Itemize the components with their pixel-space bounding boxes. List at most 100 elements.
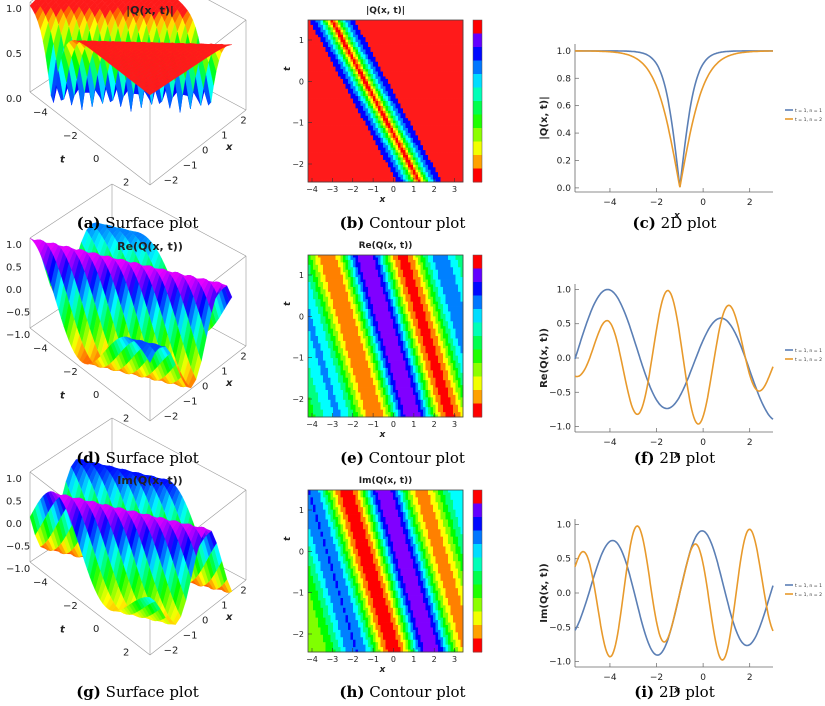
contour-cell — [330, 140, 334, 144]
contour-cell — [333, 137, 336, 141]
contour-cell — [380, 147, 384, 151]
contour-cell — [323, 118, 326, 122]
contour-cell — [310, 96, 314, 99]
contour-cell — [338, 83, 341, 87]
contour-cell — [315, 118, 319, 122]
contour-cell — [378, 49, 381, 53]
contour-cell — [350, 120, 354, 124]
contour-cell — [365, 56, 369, 60]
contour-cell — [353, 177, 356, 180]
contour-cell — [328, 150, 331, 153]
contour-cell — [338, 34, 341, 38]
contour-cell — [378, 66, 381, 70]
contour-cell — [343, 164, 346, 168]
contour-cell — [373, 69, 376, 72]
contour-cell — [365, 29, 369, 33]
contour-cell — [370, 29, 374, 33]
contour-cell — [310, 103, 314, 107]
contour-cell — [368, 86, 371, 90]
contour-cell — [348, 74, 351, 77]
contour-cell — [368, 105, 371, 109]
contour-cell — [318, 174, 321, 178]
contour-cell — [353, 69, 356, 72]
contour-cell — [355, 54, 359, 58]
contour-cell — [370, 132, 374, 136]
contour-cell — [350, 22, 354, 26]
contour-cell — [395, 76, 399, 80]
contour-cell — [378, 74, 381, 77]
contour-cell — [378, 152, 381, 156]
contour-cell — [308, 123, 311, 126]
contour-cell — [320, 110, 324, 114]
contour-cell — [378, 145, 381, 149]
x-axis-label: x — [225, 378, 233, 389]
contour-cell — [313, 177, 316, 180]
contour-cell — [398, 42, 401, 45]
contour-cell — [385, 110, 389, 114]
contour-cell — [388, 167, 391, 171]
contour-cell — [343, 78, 346, 82]
contour-cell — [323, 93, 326, 97]
contour-cell — [335, 96, 339, 99]
contour-cell — [338, 108, 341, 112]
contour-cell — [403, 49, 406, 53]
contour-cell — [315, 150, 319, 153]
contour-cell — [375, 169, 379, 173]
contour-cell — [308, 177, 311, 180]
contour-cell — [333, 69, 336, 72]
contour-cell — [363, 147, 366, 151]
contour-cell — [388, 71, 391, 75]
contour-cell — [328, 155, 331, 158]
contour-cell — [335, 125, 339, 129]
contour-cell — [330, 162, 334, 166]
contour-cell — [393, 101, 396, 104]
contour-cell — [335, 39, 339, 43]
contour-cell — [373, 113, 376, 117]
contour-cell — [313, 74, 316, 77]
contour-cell — [325, 128, 329, 131]
contour-cell — [395, 110, 399, 114]
contour-cell — [320, 98, 324, 102]
contour-cell — [318, 98, 321, 102]
contour-cell — [348, 81, 351, 85]
contour-cell — [343, 169, 346, 173]
contour-cell — [373, 66, 376, 70]
contour-cell — [398, 177, 401, 180]
contour-cell — [325, 108, 329, 112]
contour-cell — [405, 88, 409, 92]
contour-cell — [310, 123, 314, 126]
contour-cell — [395, 174, 399, 178]
contour-cell — [373, 74, 376, 77]
contour-cell — [405, 51, 409, 55]
contour-cell — [388, 54, 391, 58]
contour-cell — [338, 123, 341, 126]
contour-cell — [363, 157, 366, 161]
contour-cell — [380, 34, 384, 38]
contour-cell — [398, 132, 401, 136]
contour-cell — [328, 49, 331, 53]
contour-cell — [308, 150, 311, 153]
contour-cell — [358, 172, 361, 176]
contour-cell — [335, 22, 339, 26]
contour-cell — [380, 157, 384, 161]
contour-cell — [405, 145, 409, 149]
contour-cell — [320, 123, 324, 126]
contour-cell — [365, 108, 369, 112]
contour-cell — [315, 167, 319, 171]
contour-cell — [398, 174, 401, 178]
contour-cell — [368, 145, 371, 149]
contour-cell — [358, 164, 361, 168]
contour-cell — [383, 29, 386, 33]
contour-cell — [350, 83, 354, 87]
contour-cell — [335, 61, 339, 65]
contour-cell — [320, 105, 324, 109]
contour-cell — [390, 159, 394, 163]
contour-cell — [325, 150, 329, 153]
contour-cell — [338, 140, 341, 144]
contour-cell — [375, 83, 379, 87]
contour-cell — [333, 42, 336, 45]
contour-cell — [313, 61, 316, 65]
contour-cell — [315, 86, 319, 90]
contour-cell — [395, 93, 399, 97]
contour-cell — [323, 49, 326, 53]
